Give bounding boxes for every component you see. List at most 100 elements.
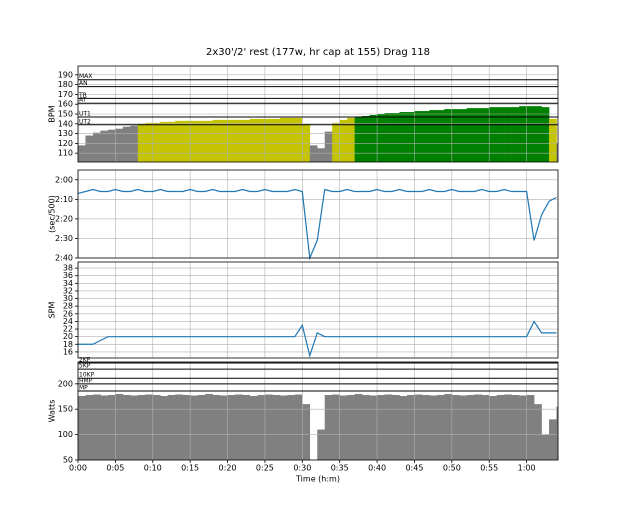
- area-bar: [175, 120, 183, 162]
- y-tick-label: 38: [63, 264, 73, 273]
- y-tick-label: 20: [63, 332, 73, 341]
- x-tick-label: 0:25: [256, 464, 274, 473]
- area-bar: [272, 118, 281, 162]
- area-bar: [369, 395, 378, 460]
- frame: [77, 65, 559, 163]
- area-bar: [332, 122, 340, 162]
- x-tick-label: 0:15: [181, 464, 199, 473]
- area-bar: [347, 117, 355, 162]
- area-bar: [354, 393, 363, 460]
- area-bar: [519, 106, 527, 162]
- y-tick-label: 2:10: [55, 195, 73, 204]
- y-tick-label: 26: [63, 309, 73, 318]
- area-bar: [406, 395, 415, 460]
- area-bar: [220, 119, 228, 162]
- x-tick-label: 0:45: [405, 464, 423, 473]
- area-bar: [496, 107, 505, 162]
- y-tick-label: 120: [58, 139, 73, 148]
- area-bar: [526, 106, 535, 162]
- y-tick-label: 150: [58, 110, 73, 119]
- x-tick-label: 0:05: [106, 464, 124, 473]
- zone-label: MAX: [79, 73, 92, 80]
- area-bar: [354, 116, 363, 162]
- area-bar: [451, 395, 460, 460]
- area-bar: [377, 395, 385, 460]
- area-bar: [362, 115, 370, 162]
- area-bar: [436, 110, 445, 162]
- area-bar: [160, 121, 169, 162]
- area-bar: [190, 120, 198, 162]
- y-tick-label: 130: [58, 129, 73, 138]
- area-bar: [369, 114, 378, 162]
- area-bar: [384, 394, 393, 460]
- y-tick-label: 22: [63, 325, 73, 334]
- area-bar: [399, 112, 408, 162]
- area-bar: [152, 122, 161, 162]
- area-bar: [324, 395, 333, 460]
- y-axis-label: BPM: [48, 105, 57, 122]
- y-tick-label: 50: [63, 456, 73, 465]
- frame: [77, 169, 559, 259]
- frame: [77, 261, 559, 359]
- area-bar: [107, 129, 116, 162]
- area-bar: [182, 120, 191, 162]
- area-bar: [92, 132, 101, 162]
- area-bar: [489, 107, 497, 162]
- area-bar: [526, 395, 535, 460]
- y-axis-label: SPM: [48, 302, 57, 319]
- area-bar: [115, 128, 124, 162]
- x-tick-label: 0:30: [293, 464, 311, 473]
- area-bar: [347, 395, 355, 460]
- y-tick-label: 16: [63, 347, 73, 356]
- y-tick-label: 34: [63, 279, 73, 288]
- area-bar: [392, 113, 400, 162]
- area-bar: [197, 120, 206, 162]
- area-bar: [332, 394, 340, 460]
- area-bar: [324, 131, 333, 162]
- area-bar: [257, 395, 266, 460]
- area-bar: [92, 394, 101, 460]
- x-tick-label: 0:50: [443, 464, 461, 473]
- area-bar: [294, 117, 303, 162]
- area-bar: [317, 148, 326, 162]
- x-tick-label: 0:40: [368, 464, 386, 473]
- area-bar: [249, 118, 258, 162]
- area-bar: [152, 395, 161, 460]
- area-bar: [429, 110, 438, 162]
- area-bar: [459, 109, 468, 162]
- x-tick-label: 0:00: [69, 464, 87, 473]
- area-bar: [85, 395, 94, 460]
- area-bar: [145, 122, 154, 162]
- area-bar: [504, 107, 512, 162]
- area-bar: [384, 113, 393, 162]
- zone-label: 5KP: [79, 363, 91, 370]
- area-bar: [392, 395, 400, 460]
- chart-title: 2x30'/2' rest (177w, hr cap at 155) Drag…: [206, 47, 430, 58]
- area-bar: [85, 135, 94, 162]
- frame: [77, 361, 559, 461]
- area-bar: [294, 394, 303, 460]
- area-bar: [429, 395, 438, 460]
- x-tick-label: 1:00: [518, 464, 536, 473]
- area-bar: [167, 121, 176, 162]
- area-bar: [287, 117, 296, 162]
- area-bar: [556, 406, 559, 460]
- y-axis-label: Watts: [48, 400, 57, 423]
- y-tick-label: 150: [58, 405, 73, 414]
- y-tick-label: 180: [58, 80, 73, 89]
- area-bar: [444, 393, 453, 460]
- area-bar: [249, 396, 258, 460]
- area-bar: [100, 395, 109, 460]
- area-bar: [137, 395, 146, 460]
- area-bar: [511, 107, 520, 162]
- y-axis-label: (sec/500): [48, 195, 57, 233]
- zone-label: AT: [79, 97, 87, 104]
- area-bar: [474, 394, 483, 460]
- area-bar: [451, 109, 460, 162]
- y-tick-label: 170: [58, 90, 73, 99]
- area-bar: [264, 394, 273, 460]
- area-bar: [414, 111, 423, 162]
- area-bar: [235, 119, 243, 162]
- zone-label: 10KP: [79, 372, 95, 379]
- x-tick-label: 0:20: [219, 464, 237, 473]
